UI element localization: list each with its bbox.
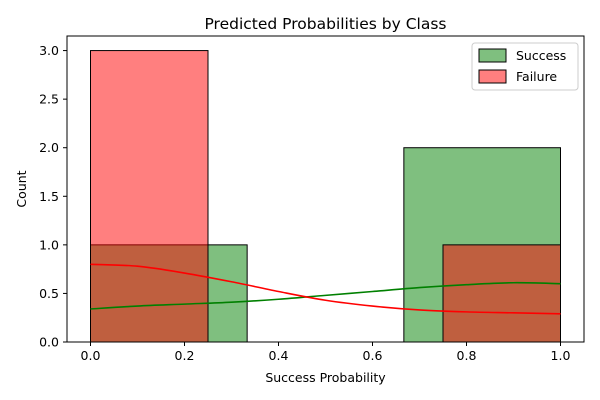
y-tick-label: 2.0 xyxy=(39,140,59,155)
x-tick-label: 0.8 xyxy=(457,348,477,363)
legend: Success Failure xyxy=(471,42,579,91)
bars-layer xyxy=(90,50,561,343)
kde-layer xyxy=(90,263,561,315)
y-tick-label: 3.0 xyxy=(39,43,59,58)
x-tick-label: 0.0 xyxy=(81,348,101,363)
x-tick-label: 0.6 xyxy=(363,348,383,363)
legend-swatch-success xyxy=(478,48,507,63)
kde-line-success xyxy=(90,281,561,310)
y-tick-label: 1.5 xyxy=(39,189,59,204)
y-tick-label: 1.0 xyxy=(39,237,59,252)
plot-frame xyxy=(66,35,585,343)
x-axis: 0.0 0.2 0.4 0.6 0.8 1.0 xyxy=(81,342,571,363)
x-axis-label: Success Probability xyxy=(265,370,386,385)
kde-line-failure xyxy=(90,263,561,315)
legend-label-success: Success xyxy=(516,48,566,63)
x-tick-label: 0.4 xyxy=(269,348,289,363)
bar-failure-3 xyxy=(442,244,561,343)
bar-failure-0 xyxy=(90,50,209,343)
legend-swatch-failure xyxy=(478,69,507,84)
y-tick-label: 0.5 xyxy=(39,286,59,301)
x-tick-label: 1.0 xyxy=(551,348,571,363)
y-tick-label: 0.0 xyxy=(39,335,59,350)
legend-label-failure: Failure xyxy=(516,69,557,84)
y-tick-label: 2.5 xyxy=(39,92,59,107)
y-axis: 0.0 0.5 1.0 1.5 2.0 2.5 3.0 xyxy=(39,43,67,350)
y-axis-label: Count xyxy=(14,170,29,207)
x-tick-label: 0.2 xyxy=(175,348,195,363)
chart-title: Predicted Probabilities by Class xyxy=(204,15,446,33)
